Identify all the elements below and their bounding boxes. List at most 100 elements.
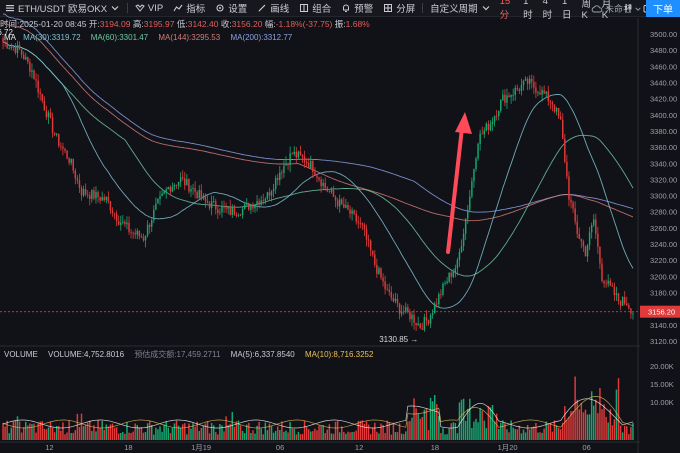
candle-body [235,214,238,216]
candle-body [72,159,74,171]
vip-label: VIP [147,2,164,14]
volume-bar [495,413,498,440]
ma200-value: MA(200):3312.77 [230,33,293,42]
volume-bar [107,426,110,440]
candle-body [553,104,556,112]
candle-body [307,162,310,168]
candle-body [165,189,167,192]
volume-bar [56,426,58,440]
candle-body [190,189,192,192]
candle-body [427,320,430,324]
volume-bar [609,409,611,440]
volume-bar [450,423,452,440]
candle-body [64,148,66,151]
alert-button[interactable]: 预警 [336,0,378,17]
candle-body [400,311,403,314]
custom-period-button[interactable]: 自定义周期 [425,0,496,17]
volume-bar [531,427,533,440]
candle-body [293,151,295,155]
y-tick-label: 3400.00 [650,111,677,120]
timeframe-tab[interactable]: 1日 [562,0,572,21]
volume-bar [101,420,103,440]
volume-bar [246,424,248,440]
y-tick-label: 3200.00 [650,272,677,281]
volume-bar [184,423,186,440]
candle-body [128,222,130,232]
y-tick-label: 3220.00 [650,256,677,265]
candle-body [95,191,97,199]
candle-body [520,85,523,91]
volume-bar [190,428,192,440]
candle-body [454,268,457,273]
candle-body [289,153,291,165]
volume-bar [497,428,500,440]
timeframe-tab[interactable]: 4时 [542,0,553,21]
volume-bar [590,391,593,440]
candle-body [89,195,91,199]
settings-button[interactable]: 设置 [210,0,252,17]
candle-body [140,236,143,238]
volume-bar [431,401,434,440]
split-button[interactable]: 分屏 [378,0,420,17]
candle-body [429,315,432,324]
volume-bar [148,421,151,440]
volume-bar [196,421,198,440]
volume-bar [632,422,634,440]
indicators-button[interactable]: 指标 [168,0,210,17]
volume-bar [239,425,242,440]
candle-body [29,61,31,72]
volume-bar [66,432,68,440]
volume-bar [163,424,165,440]
volume-bar [613,419,616,440]
candle-body [2,38,4,43]
candle-body [243,204,246,209]
volume-bar [425,408,428,440]
vip-button[interactable]: VIP [130,0,168,17]
symbol-selector[interactable]: ETH/USDT 欧易OKX [0,0,125,17]
candle-body [283,165,285,173]
candle-body [266,192,269,199]
account-selector[interactable]: 未命名 [591,0,642,17]
timeframe-tab[interactable]: 周K [581,0,591,21]
volume-bar [136,425,139,440]
draw-button[interactable]: 画线 [252,0,294,17]
candle-body [109,201,112,211]
volume-bar [307,429,310,440]
candle-body [215,201,217,210]
vol-ma10-line [2,396,634,429]
chart-type-button[interactable] [618,0,638,17]
timeframe-tab[interactable]: 月K [601,0,612,21]
candle-body [254,204,256,209]
volume-bar [264,422,267,440]
volume-bar [479,408,481,440]
volume-bar [314,428,316,440]
candle-body [367,239,370,241]
volume-bar [138,427,141,440]
candle-body [297,151,300,158]
candle-body [597,233,599,247]
y-tick-label: 3360.00 [650,143,677,152]
candle-body [184,178,186,186]
volume-bar [440,433,442,440]
volume-bar [485,428,488,440]
volume-bar [351,432,353,440]
order-button[interactable]: 下单 [646,0,680,17]
volume-bar [421,417,424,440]
candle-body [322,183,324,187]
volume-bar [630,427,632,440]
volume-bar [254,433,256,440]
candle-body [169,186,172,192]
timeframe-tab[interactable]: 15分 [499,0,511,21]
candle-body [49,112,52,118]
volume-bar [481,410,483,440]
volume-bar [444,434,446,440]
candle-body [570,199,572,203]
volume-bar [2,422,4,440]
combo-button[interactable]: 组合 [294,0,336,17]
candle-body [630,308,632,314]
volume-bar [380,423,382,440]
timeframe-tab[interactable]: 1时 [523,0,533,21]
candle-body [70,159,72,163]
candle-body [173,185,176,187]
